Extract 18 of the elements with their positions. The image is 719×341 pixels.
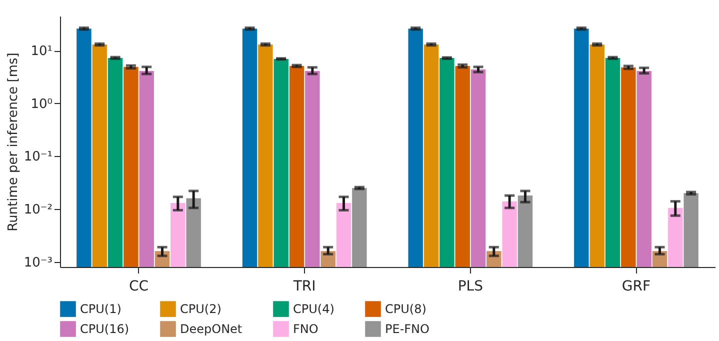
legend-label: CPU(2) bbox=[180, 302, 222, 316]
y-tick-label: 10⁻¹ bbox=[24, 150, 52, 165]
legend-label: CPU(16) bbox=[80, 322, 130, 336]
x-tick-label: GRF bbox=[622, 278, 651, 294]
legend-label: CPU(4) bbox=[293, 302, 334, 316]
legend-label: FNO bbox=[293, 322, 318, 336]
y-tick-label: 10⁻² bbox=[24, 202, 52, 218]
x-tick-label: PLS bbox=[458, 278, 484, 294]
legend-label: CPU(1) bbox=[80, 302, 122, 316]
x-tick-label: TRI bbox=[292, 278, 316, 294]
y-tick-label: 10⁻³ bbox=[24, 255, 52, 270]
y-axis-title: Runtime per inference [ms] bbox=[6, 52, 21, 232]
x-tick-label: CC bbox=[128, 278, 149, 294]
legend-label: DeepONet bbox=[180, 322, 242, 336]
y-tick-label: 10⁰ bbox=[30, 96, 52, 112]
legend-label: PE-FNO bbox=[385, 322, 430, 336]
legend-label: CPU(8) bbox=[385, 302, 426, 316]
y-tick-label: 10¹ bbox=[30, 44, 52, 60]
